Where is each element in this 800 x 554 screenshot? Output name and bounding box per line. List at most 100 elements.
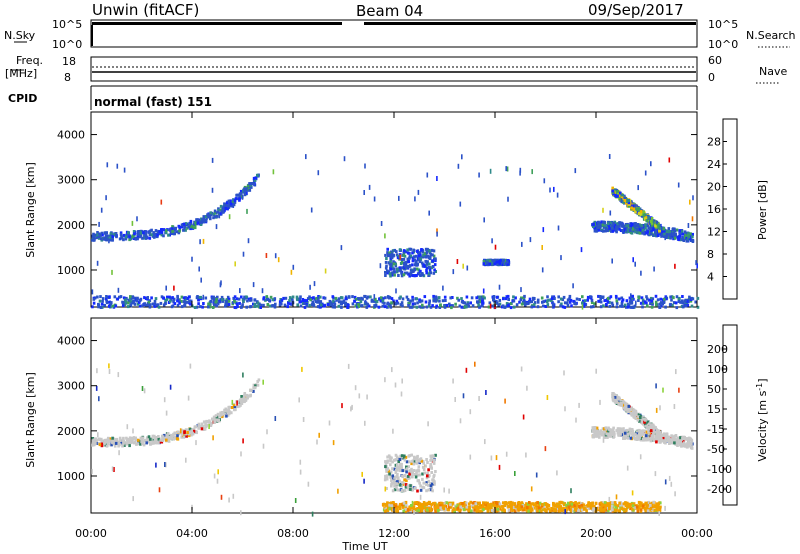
data-cell: [387, 469, 391, 473]
data-cell: [684, 298, 688, 302]
data-cell: [533, 301, 537, 305]
data-cell: [623, 431, 627, 435]
data-cell: [456, 259, 459, 264]
data-cell: [602, 431, 606, 435]
data-cell: [643, 432, 646, 436]
data-cell: [220, 295, 224, 299]
data-cell: [689, 232, 692, 236]
data-cell: [420, 305, 424, 309]
data-cell: [402, 482, 406, 486]
data-cell: [486, 501, 489, 505]
data-cell: [630, 301, 633, 305]
data-cell: [626, 410, 630, 414]
data-cell: [642, 210, 645, 214]
data-cell: [233, 406, 237, 410]
data-cell: [544, 299, 548, 303]
data-cell: [393, 273, 396, 277]
data-cell: [418, 481, 421, 485]
data-cell: [154, 229, 158, 233]
data-cell: [555, 502, 559, 506]
data-cell: [498, 298, 502, 302]
data-cell: [431, 489, 434, 493]
data-cell: [381, 300, 385, 304]
data-cell: [521, 508, 525, 512]
data-cell: [326, 303, 330, 306]
data-cell: [591, 435, 595, 439]
data-cell: [505, 302, 509, 306]
data-cell: [153, 434, 156, 438]
nsky-label: N.Sky: [4, 29, 36, 42]
data-cell: [414, 261, 418, 265]
data-cell: [427, 483, 430, 487]
data-cell: [216, 412, 220, 416]
data-cell: [390, 479, 393, 483]
data-cell: [655, 440, 658, 444]
data-cell: [448, 302, 451, 306]
data-cell: [620, 403, 623, 407]
data-cell: [313, 297, 317, 301]
data-cell: [320, 303, 323, 307]
data-cell: [484, 506, 487, 510]
ytick-label-1: 2000: [57, 219, 85, 232]
data-cell: [629, 431, 632, 435]
data-cell: [429, 462, 432, 466]
data-cell: [419, 269, 422, 273]
data-cell: [438, 306, 442, 309]
data-cell: [147, 230, 151, 234]
data-cell: [233, 200, 237, 204]
data-cell: [368, 184, 371, 190]
data-cell: [176, 430, 180, 434]
data-cell: [390, 301, 393, 305]
data-cell: [384, 253, 387, 257]
data-cell: [395, 468, 398, 472]
data-cell: [396, 267, 399, 271]
data-cell: [613, 501, 617, 505]
data-cell: [539, 504, 543, 508]
data-cell: [408, 247, 411, 251]
data-cell: [191, 431, 194, 435]
data-cell: [465, 305, 468, 309]
data-cell: [371, 298, 374, 302]
data-cell: [686, 299, 689, 303]
data-cell: [144, 439, 147, 442]
data-cell: [218, 212, 222, 216]
data-cell: [407, 260, 411, 264]
data-cell: [427, 304, 431, 308]
data-cell: [389, 265, 392, 269]
data-cell: [182, 222, 186, 226]
data-cell: [414, 254, 418, 258]
data-cell: [216, 210, 220, 214]
data-cell: [487, 305, 491, 309]
data-cell: [506, 294, 510, 298]
data-cell: [638, 434, 641, 438]
data-cell: [495, 262, 498, 266]
data-cell: [557, 225, 560, 231]
data-cell: [389, 255, 392, 259]
data-cell: [122, 439, 126, 443]
data-cell: [329, 300, 332, 304]
data-cell: [674, 434, 678, 437]
data-cell: [669, 236, 672, 240]
data-cell: [540, 509, 543, 513]
data-cell: [131, 234, 135, 238]
data-cell: [478, 305, 481, 309]
data-cell: [521, 241, 523, 247]
data-cell: [405, 479, 408, 483]
data-cell: [650, 161, 652, 167]
data-cell: [129, 436, 132, 440]
ytick-label-2: 3000: [57, 174, 85, 187]
data-cell: [136, 237, 139, 241]
data-cell: [502, 262, 506, 266]
data-cell: [408, 454, 411, 458]
data-cell: [403, 474, 407, 477]
data-cell: [102, 443, 106, 447]
data-cell: [283, 303, 287, 307]
data-cell: [418, 473, 421, 477]
data-cell: [340, 305, 343, 309]
data-cell: [343, 156, 346, 162]
data-cell: [652, 437, 656, 441]
data-cell: [525, 302, 528, 306]
data-cell: [171, 434, 175, 438]
data-cell: [138, 298, 142, 302]
data-cell: [161, 436, 165, 440]
